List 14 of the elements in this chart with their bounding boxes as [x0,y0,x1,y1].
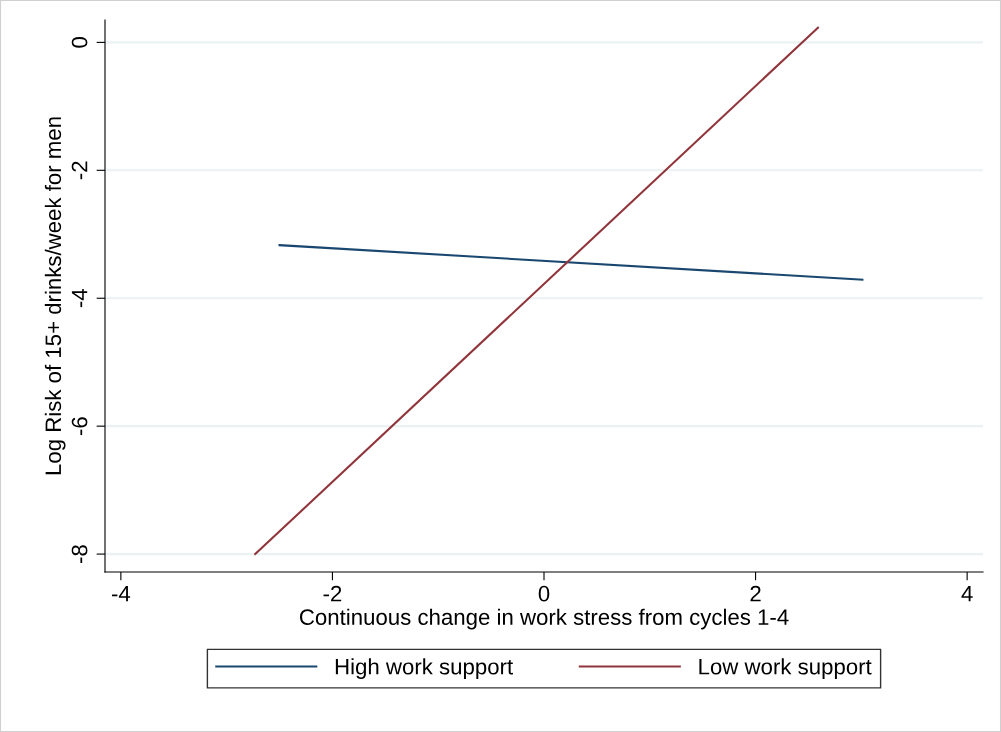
x-tick-label: 2 [750,585,761,602]
x-tick-label: -2 [323,585,342,602]
x-axis-title: Continuous change in work stress from cycles 1-4 [299,608,789,630]
legend-label: High work support [335,658,513,679]
x-tick-label: 4 [961,586,973,602]
legend-label: Low work support [699,658,872,679]
y-axis-title: Log Risk of 15+ drinks/week for men [44,117,66,475]
y-tick-label: -2 [71,161,88,180]
x-tick-label: 0 [538,585,550,602]
x-tick-label: -4 [111,586,131,602]
y-tick-label: -8 [71,545,88,563]
y-tick-label: 0 [71,37,88,48]
y-tick-label: -6 [71,417,88,436]
y-tick-label: -4 [71,289,88,308]
